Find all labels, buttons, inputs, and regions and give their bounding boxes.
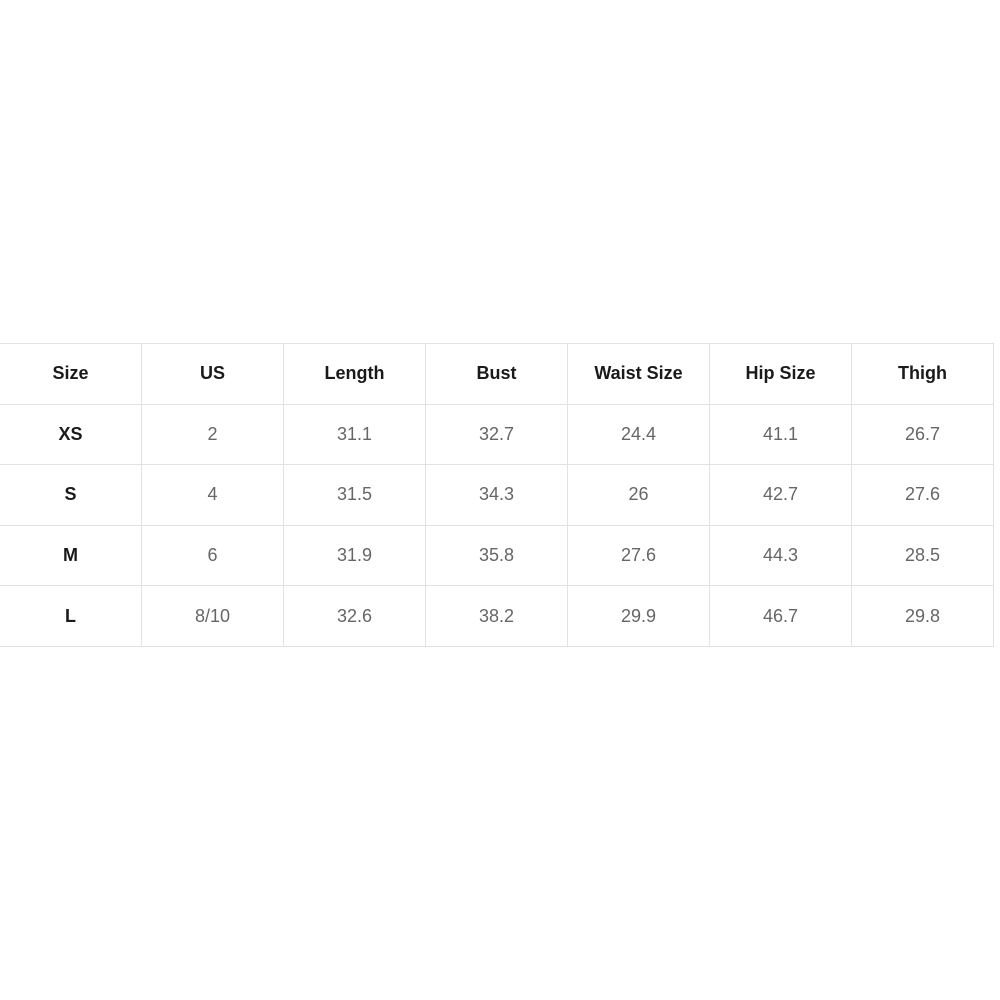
table-cell: 35.8 — [425, 524, 568, 587]
table-cell: 38.2 — [425, 585, 568, 647]
table-cell: 26 — [567, 464, 710, 526]
table-cell: 27.6 — [851, 464, 994, 526]
size-chart-table: Size US Length Bust Waist Size Hip Size Thigh … — [0, 343, 994, 647]
column-header: Length — [283, 343, 426, 405]
column-header: Waist Size — [567, 343, 710, 405]
table-cell: 42.7 — [709, 464, 852, 526]
size-label-cell: XS — [0, 403, 142, 466]
table-cell: 8/10 — [141, 585, 284, 647]
table-row: S 4 31.5 34.3 26 42.7 27.6 — [0, 464, 994, 526]
table-cell: 31.1 — [283, 403, 426, 466]
table-cell: 32.7 — [425, 403, 568, 466]
table-cell: 41.1 — [709, 403, 852, 466]
table-header-row: Size US Length Bust Waist Size Hip Size Thigh — [0, 343, 994, 405]
table-cell: 31.9 — [283, 524, 426, 587]
size-label-cell: L — [0, 585, 142, 647]
table-cell: 44.3 — [709, 524, 852, 587]
column-header: Hip Size — [709, 343, 852, 405]
table-cell: 24.4 — [567, 403, 710, 466]
size-label-cell: M — [0, 524, 142, 587]
column-header: Thigh — [851, 343, 994, 405]
table-cell: 29.9 — [567, 585, 710, 647]
table-cell: 28.5 — [851, 524, 994, 587]
column-header: Size — [0, 343, 142, 405]
size-label-cell: S — [0, 464, 142, 526]
table-cell: 29.8 — [851, 585, 994, 647]
table-cell: 4 — [141, 464, 284, 526]
table-cell: 2 — [141, 403, 284, 466]
table-cell: 34.3 — [425, 464, 568, 526]
table-cell: 46.7 — [709, 585, 852, 647]
table-row: M 6 31.9 35.8 27.6 44.3 28.5 — [0, 524, 994, 587]
table-cell: 32.6 — [283, 585, 426, 647]
table-cell: 6 — [141, 524, 284, 587]
table-row: XS 2 31.1 32.7 24.4 41.1 26.7 — [0, 403, 994, 466]
table-cell: 27.6 — [567, 524, 710, 587]
table-cell: 26.7 — [851, 403, 994, 466]
table-row: L 8/10 32.6 38.2 29.9 46.7 29.8 — [0, 585, 994, 647]
column-header: Bust — [425, 343, 568, 405]
table-cell: 31.5 — [283, 464, 426, 526]
column-header: US — [141, 343, 284, 405]
